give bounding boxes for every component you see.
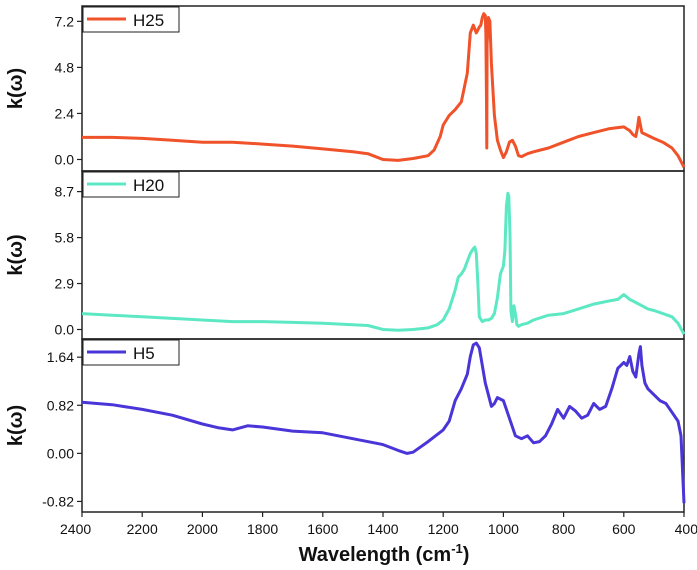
x-tick-label: 400	[675, 521, 697, 537]
y-axis-title: k(ω)	[5, 234, 27, 275]
series-line-h20	[81, 191, 686, 335]
x-tick-label: 1600	[307, 521, 338, 537]
legend: H25	[82, 6, 180, 33]
y-tick-label: 0.00	[47, 445, 74, 461]
legend: H20	[82, 171, 180, 198]
x-tick-label: 2000	[187, 521, 218, 537]
x-tick-label: 1800	[247, 521, 278, 537]
legend-label: H25	[133, 11, 164, 30]
x-tick-label: 1400	[367, 521, 398, 537]
panel-h5: 1.64 0.82 0.00 -0.82 k(ω) H5	[5, 338, 686, 513]
y-tick-label: 2.9	[55, 276, 75, 292]
legend: H5	[82, 339, 180, 366]
y-tick-label: -0.82	[42, 493, 74, 509]
x-tick-label: 800	[552, 521, 576, 537]
panel-h25: 7.2 4.8 2.4 0.0 k(ω) H25	[5, 5, 686, 172]
y-tick-label: 5.8	[55, 230, 75, 246]
x-tick-label: 2400	[60, 521, 91, 537]
series-line-h5	[81, 341, 686, 504]
panels-layer: 7.2 4.8 2.4 0.0 k(ω) H25 8.7 5.8 2.9 0.0 k(ω) H20 1.…	[5, 5, 686, 513]
y-axis-title: k(ω)	[5, 68, 27, 109]
x-tick-label: 600	[612, 521, 636, 537]
series-line-h25	[82, 12, 686, 168]
y-tick-label: 2.4	[55, 105, 75, 121]
panel-h20: 8.7 5.8 2.9 0.0 k(ω) H20	[5, 170, 686, 340]
legend-label: H20	[133, 176, 164, 195]
x-axis: 2400 2200 2000 1800 1600 1400 1200 1000 800 600 40…	[60, 512, 697, 537]
x-tick-label: 1200	[428, 521, 459, 537]
y-tick-label: 0.0	[55, 151, 75, 167]
y-tick-label: 0.0	[55, 321, 75, 337]
x-axis-title: Wavelength (cm-1)	[299, 541, 470, 566]
legend-label: H5	[133, 344, 155, 363]
x-tick-label: 1000	[488, 521, 519, 537]
y-tick-label: 0.82	[47, 397, 74, 413]
y-axis-title: k(ω)	[5, 405, 27, 446]
y-tick-label: 8.7	[55, 184, 75, 200]
y-tick-label: 1.64	[47, 349, 74, 365]
y-tick-label: 7.2	[55, 13, 75, 29]
x-tick-label: 2200	[127, 521, 158, 537]
y-tick-label: 4.8	[55, 59, 75, 75]
